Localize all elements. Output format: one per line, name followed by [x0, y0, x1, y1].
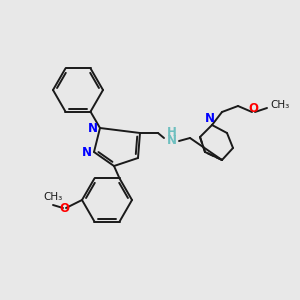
Text: N: N [82, 146, 92, 158]
Text: N: N [88, 122, 98, 134]
Text: O: O [59, 202, 69, 215]
Text: CH₃: CH₃ [270, 100, 289, 110]
Text: O: O [248, 103, 258, 116]
Text: N: N [167, 134, 177, 148]
Text: H: H [167, 127, 177, 140]
Text: N: N [205, 112, 215, 125]
Text: CH₃: CH₃ [44, 192, 63, 202]
